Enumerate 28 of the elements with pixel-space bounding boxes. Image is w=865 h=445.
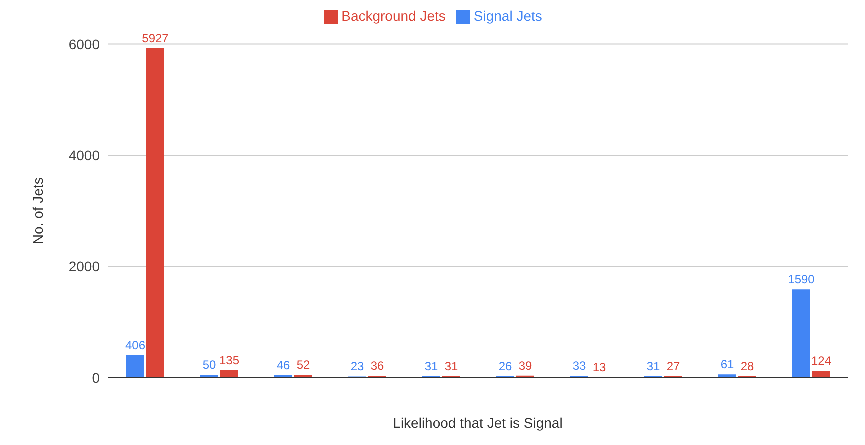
data-label: 13 [592,360,606,374]
y-tick-label: 4000 [68,148,100,164]
data-label: 406 [125,338,146,352]
data-label: 31 [646,359,660,374]
legend-label: Background Jets [342,8,446,24]
data-label: 28 [740,359,754,374]
data-label: 39 [518,358,532,373]
data-label: 31 [424,359,438,374]
data-label: 31 [444,359,458,374]
data-label: 36 [370,359,384,373]
data-label: 61 [720,358,734,372]
data-label: 23 [350,360,364,374]
data-label: 5927 [142,31,170,46]
data-label: 1590 [788,272,816,287]
data-label: 135 [219,353,240,368]
y-tick-label: 2000 [68,258,100,275]
data-label: 124 [811,354,832,368]
y-axis-title: No. of Jets [30,178,46,245]
data-label: 52 [296,358,310,372]
data-label: 26 [498,360,512,374]
y-tick-label: 6000 [68,36,100,52]
data-label: 33 [572,359,586,374]
x-axis-title: Likelihood that Jet is Signal [393,415,563,431]
data-label: 50 [202,358,216,372]
data-label: 27 [666,360,680,374]
legend-label: Signal Jets [474,8,542,24]
data-label: 46 [276,358,290,372]
y-tick-label: 0 [92,370,100,386]
